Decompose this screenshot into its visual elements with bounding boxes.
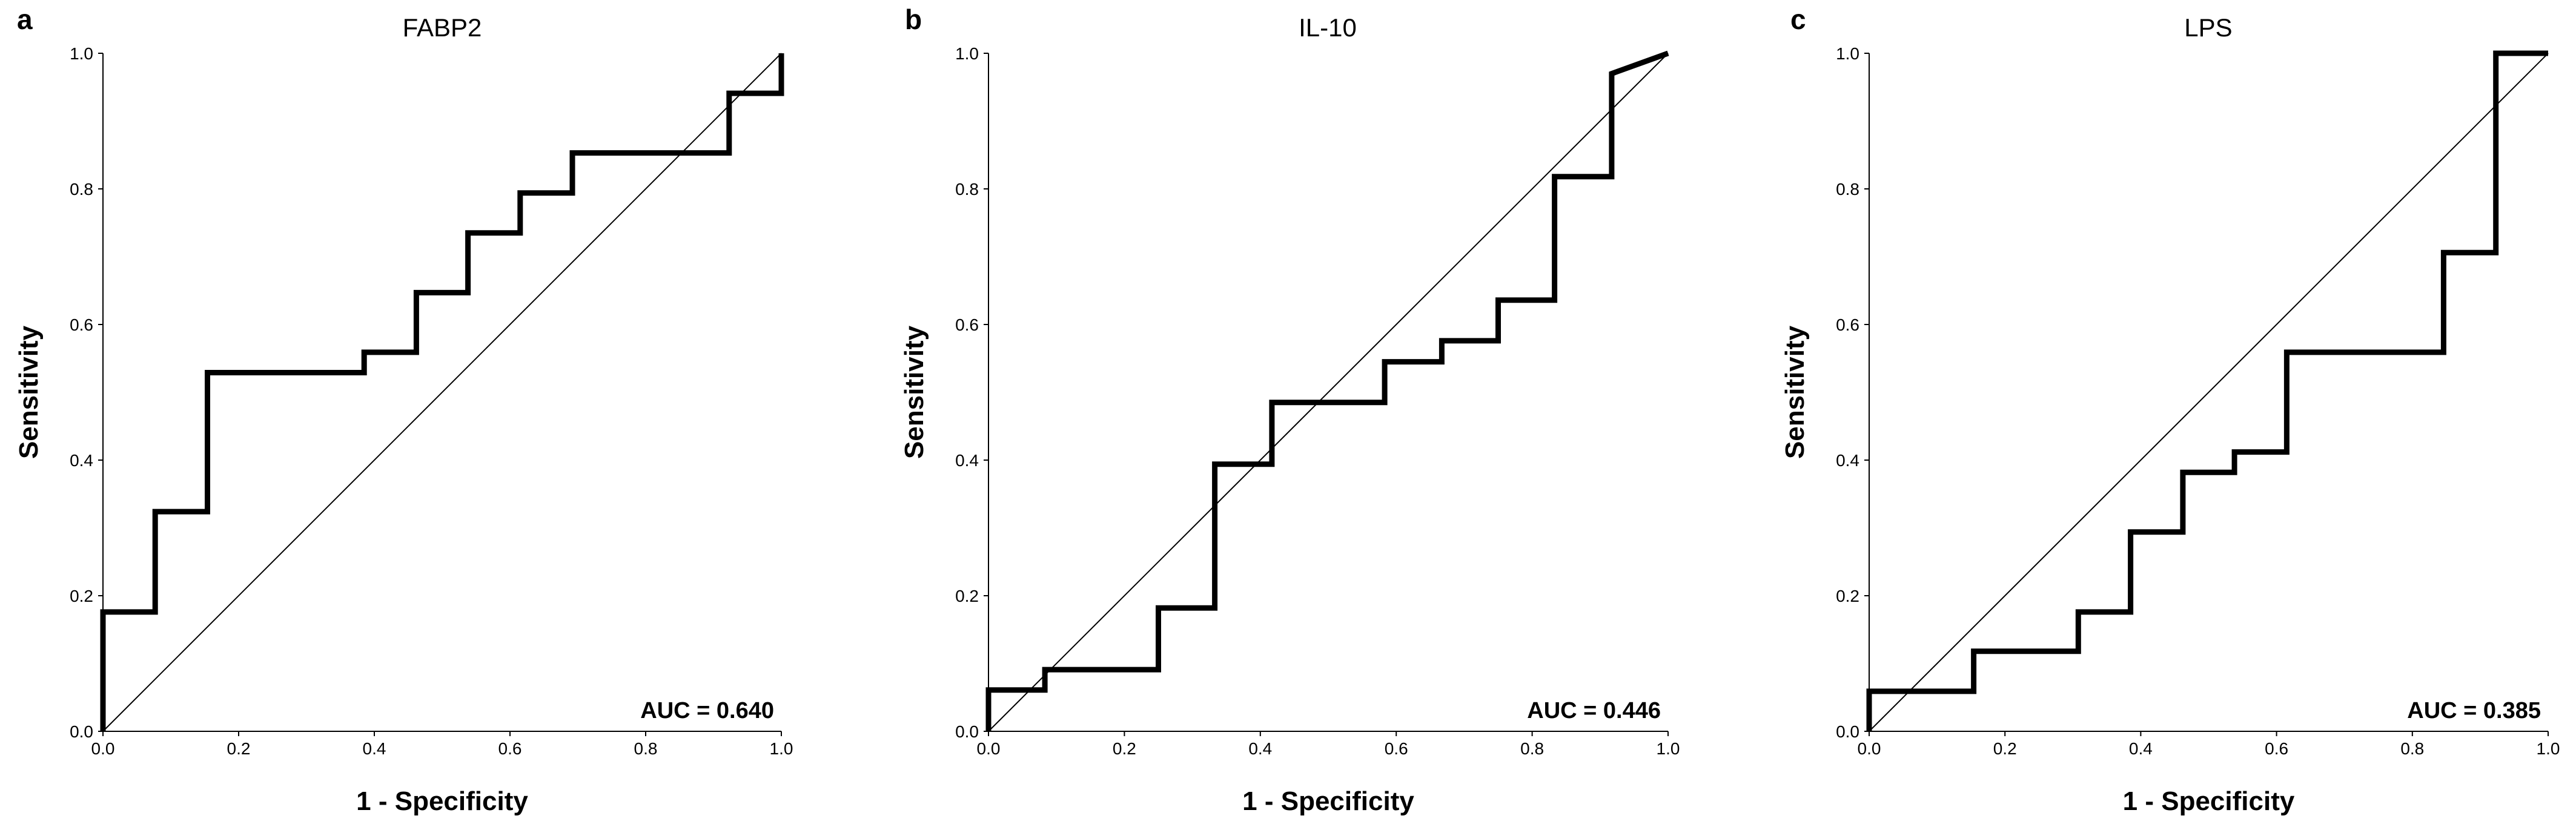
panel-letter: b — [905, 4, 922, 35]
chart-panel-b: b IL-10 0.0 0.2 0.4 0.6 0.8 1.0 0.0 0.2 0.4 0.6 0.8 1… — [899, 4, 1680, 816]
y-tick-label: 0.2 — [70, 587, 93, 605]
x-tick-label: 0.2 — [227, 739, 251, 758]
x-tick-label: 0.2 — [1113, 739, 1136, 758]
x-tick-label: 0.0 — [91, 739, 115, 758]
reference-line — [988, 53, 1669, 732]
y-tick-label: 0.4 — [1836, 451, 1859, 470]
y-tick-label: 0.2 — [1836, 587, 1859, 605]
y-tick-label: 0.8 — [70, 180, 93, 199]
panel-letter: a — [17, 4, 33, 35]
y-tick-label: 0.0 — [1836, 722, 1859, 741]
y-tick-label: 0.6 — [70, 315, 93, 334]
y-tick-label: 0.6 — [955, 315, 979, 334]
x-axis-title: 1 - Specificity — [356, 786, 528, 816]
y-tick-label: 0.0 — [70, 722, 93, 741]
auc-label: AUC = 0.446 — [1527, 698, 1661, 723]
y-tick-label: 0.2 — [955, 587, 979, 605]
y-tick-label: 1.0 — [1836, 44, 1859, 63]
x-tick-label: 0.4 — [363, 739, 386, 758]
reference-line — [1869, 53, 2549, 732]
x-tick-label: 0.0 — [977, 739, 1001, 758]
y-tick-label: 0.6 — [1836, 315, 1859, 334]
y-tick-label: 0.0 — [955, 722, 979, 741]
x-axis-title: 1 - Specificity — [1242, 786, 1414, 816]
y-axis-title: Sensitivity — [14, 325, 44, 459]
y-tick-label: 1.0 — [955, 44, 979, 63]
x-axis-title: 1 - Specificity — [2123, 786, 2295, 816]
chart-panel-a: a FABP2 0.0 0.2 0.4 0.6 0.8 1.0 0.0 0.2 0.4 0.6 0.8 1… — [14, 4, 793, 816]
x-tick-label: 0.0 — [1858, 739, 1881, 758]
x-tick-label: 0.6 — [2265, 739, 2288, 758]
auc-label: AUC = 0.640 — [640, 698, 774, 723]
x-tick-label: 0.6 — [1385, 739, 1408, 758]
chart-title: FABP2 — [403, 13, 482, 42]
chart-title: LPS — [2184, 13, 2232, 42]
x-tick-label: 0.8 — [2400, 739, 2424, 758]
y-tick-label: 1.0 — [70, 44, 93, 63]
roc-curve — [100, 53, 784, 731]
chart-panel-c: c LPS 0.0 0.2 0.4 0.6 0.8 1.0 0.0 0.2 0.4 0.6 0.8 1.0… — [1780, 4, 2560, 816]
auc-label: AUC = 0.385 — [2407, 698, 2541, 723]
x-tick-label: 0.8 — [634, 739, 658, 758]
x-tick-label: 1.0 — [1657, 739, 1680, 758]
chart-title: IL-10 — [1299, 13, 1357, 42]
x-tick-label: 0.4 — [1248, 739, 1272, 758]
y-tick-label: 0.8 — [955, 180, 979, 199]
roc-curve — [985, 50, 1669, 731]
y-axis-title: Sensitivity — [899, 325, 929, 459]
y-tick-label: 0.8 — [1836, 180, 1859, 199]
roc-curve — [1866, 50, 2548, 731]
y-tick-label: 0.4 — [70, 451, 93, 470]
x-tick-label: 0.4 — [2129, 739, 2153, 758]
x-tick-label: 1.0 — [2537, 739, 2560, 758]
panel-letter: c — [1790, 4, 1806, 35]
y-tick-label: 0.4 — [955, 451, 979, 470]
x-tick-label: 0.8 — [1520, 739, 1544, 758]
x-tick-label: 0.6 — [498, 739, 522, 758]
reference-line — [102, 53, 782, 732]
y-axis-title: Sensitivity — [1780, 325, 1810, 459]
x-tick-label: 0.2 — [1993, 739, 2017, 758]
x-tick-label: 1.0 — [770, 739, 793, 758]
